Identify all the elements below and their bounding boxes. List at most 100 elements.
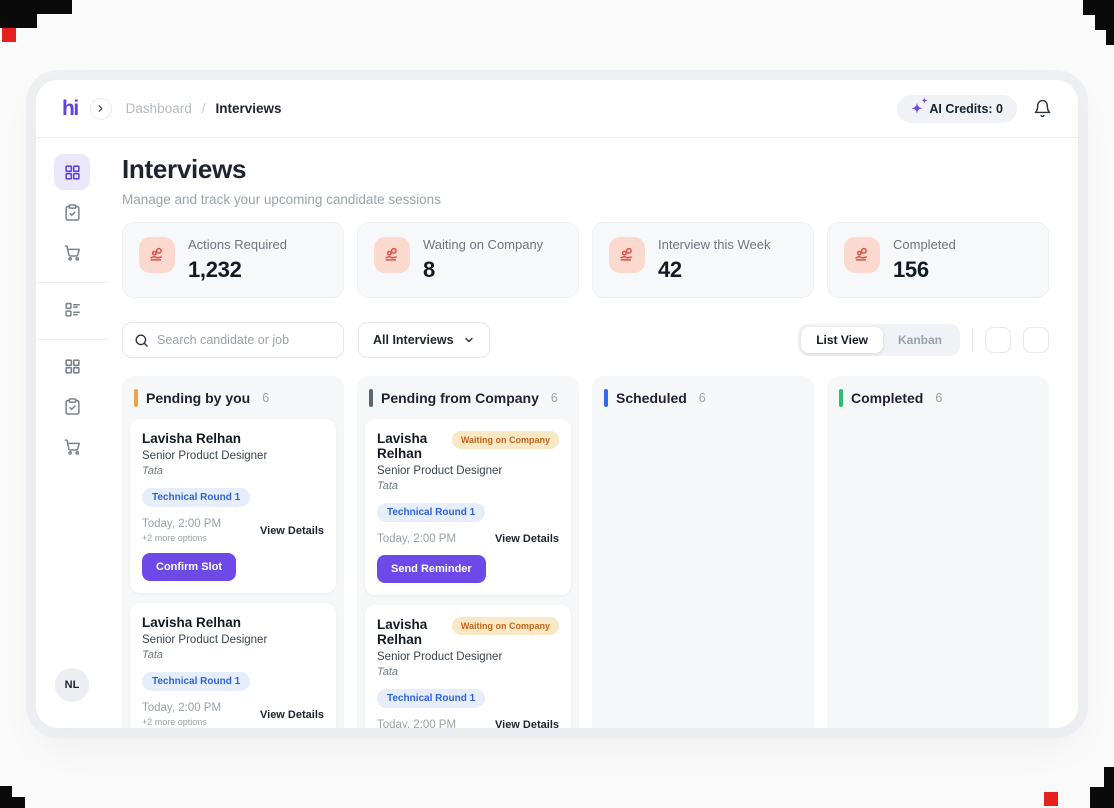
candidate-role: Senior Product Designer (377, 465, 503, 477)
search-input[interactable] (157, 333, 332, 347)
toolbar-divider (972, 328, 973, 352)
list-details-icon (63, 300, 82, 319)
status-badge: Waiting on Company (451, 617, 559, 635)
kanban-column: Scheduled 6 (592, 376, 814, 728)
column-accent-bar (839, 389, 843, 407)
stat-card: Completed 156 (827, 222, 1049, 298)
chevron-down-icon (463, 334, 475, 346)
candidate-name: Lavisha Relhan (377, 431, 428, 461)
sidebar-item-list[interactable] (54, 291, 90, 327)
clipboard-check-icon (63, 203, 82, 222)
toolbar: All Interviews List View Kanban (122, 322, 1049, 358)
sparkles-icon: ✦ ✦ (911, 98, 928, 116)
list-view-tab[interactable]: List View (801, 327, 883, 353)
hand-coins-icon (139, 237, 175, 273)
view-details-link[interactable]: View Details (260, 524, 324, 537)
stat-card: Actions Required 1,232 (122, 222, 344, 298)
stat-label: Actions Required (188, 237, 287, 252)
kanban-column: Pending by you 6 Lavisha Relhan Senior P… (122, 376, 344, 728)
interview-card: Lavisha Relhan Waiting on Company Senior… (365, 605, 571, 728)
toolbar-extra-button-2[interactable] (1023, 327, 1049, 353)
column-cards (827, 417, 1049, 427)
breadcrumb-current-page: Interviews (215, 101, 282, 116)
stat-value: 8 (423, 257, 435, 282)
column-count: 6 (550, 391, 558, 405)
round-badge: Technical Round 1 (142, 672, 251, 691)
column-count: 6 (262, 391, 270, 405)
user-avatar[interactable]: NL (55, 668, 89, 702)
page-title: Interviews (122, 154, 247, 184)
stat-label: Completed (893, 237, 956, 252)
view-toggle: List View Kanban (798, 324, 960, 356)
stat-value: 1,232 (188, 257, 242, 282)
round-badge: Technical Round 1 (377, 503, 486, 522)
hand-coins-icon (609, 237, 645, 273)
column-title: Scheduled (616, 390, 687, 406)
column-header: Pending by you 6 (122, 376, 344, 417)
candidate-company: Tata (142, 465, 164, 477)
clipboard-icon (63, 397, 82, 416)
hand-coins-icon (374, 237, 410, 273)
column-cards (592, 417, 814, 427)
kanban-view-tab[interactable]: Kanban (883, 327, 957, 353)
chevron-right-icon (95, 103, 106, 114)
top-header: hi Dashboard / Interviews ✦ ✦ AI Credits:… (36, 80, 1078, 138)
column-title: Pending from Company (381, 390, 539, 406)
stats-row: Actions Required 1,232 Waiting on Compan… (122, 222, 1049, 298)
kanban-board: Pending by you 6 Lavisha Relhan Senior P… (122, 376, 1049, 728)
ai-credits-badge[interactable]: ✦ ✦ AI Credits: 0 (897, 94, 1017, 123)
interview-card: Lavisha Relhan Waiting on Company Senior… (365, 419, 571, 595)
sidebar-divider (36, 339, 108, 340)
candidate-company: Tata (377, 480, 399, 492)
interview-time: Today, 2:00 PM (377, 533, 457, 545)
kanban-column: Completed 6 (827, 376, 1049, 728)
kanban-column: Pending from Company 6 Lavisha Relhan Wa… (357, 376, 579, 728)
column-cards: Lavisha Relhan Senior Product Designer T… (122, 417, 344, 728)
stat-card: Waiting on Company 8 (357, 222, 579, 298)
candidate-role: Senior Product Designer (142, 450, 268, 462)
toolbar-extra-button-1[interactable] (985, 327, 1011, 353)
sidebar-divider (36, 282, 108, 283)
sidebar-item-tasks[interactable] (54, 194, 90, 230)
candidate-name: Lavisha Relhan (142, 615, 242, 630)
card-action-button[interactable]: Send Reminder (377, 555, 486, 583)
view-details-link[interactable]: View Details (495, 533, 559, 545)
sidebar-item-clipboard-2[interactable] (54, 388, 90, 424)
sidebar-item-cart[interactable] (54, 234, 90, 270)
sidebar-item-grid-2[interactable] (54, 348, 90, 384)
stat-label: Interview this Week (658, 237, 771, 252)
column-cards: Lavisha Relhan Waiting on Company Senior… (357, 417, 579, 728)
view-details-link[interactable]: View Details (495, 719, 559, 728)
column-count: 6 (935, 391, 943, 405)
interview-card: Lavisha Relhan Senior Product Designer T… (130, 419, 336, 593)
interview-card: Lavisha Relhan Senior Product Designer T… (130, 603, 336, 728)
column-header: Scheduled 6 (592, 376, 814, 417)
notifications-button[interactable] (1033, 99, 1052, 118)
breadcrumb-dashboard-link[interactable]: Dashboard (125, 101, 192, 116)
search-box[interactable] (122, 322, 344, 358)
bell-icon (1033, 99, 1052, 118)
view-details-link[interactable]: View Details (260, 708, 324, 721)
card-action-button[interactable]: Confirm Slot (142, 553, 236, 581)
stat-value: 42 (658, 257, 682, 282)
main-content: Interviews Manage and track your upcomin… (108, 138, 1078, 728)
column-header: Completed 6 (827, 376, 1049, 417)
sidebar-collapse-button[interactable] (89, 97, 112, 120)
sidebar: NL (36, 138, 108, 728)
interview-time: Today, 2:00 PM (142, 518, 222, 530)
column-count: 6 (698, 391, 706, 405)
decor-red-square (1044, 792, 1058, 806)
header-actions: ✦ ✦ AI Credits: 0 (897, 94, 1052, 123)
column-title: Pending by you (146, 390, 251, 406)
view-controls: List View Kanban (798, 324, 1049, 356)
more-options-label: +2 more options (142, 533, 207, 543)
sidebar-item-dashboard[interactable] (54, 154, 90, 190)
hand-coins-icon (844, 237, 880, 273)
column-accent-bar (134, 389, 138, 407)
status-badge: Waiting on Company (451, 431, 559, 449)
column-header: Pending from Company 6 (357, 376, 579, 417)
round-badge: Technical Round 1 (142, 488, 251, 507)
interviews-filter-dropdown[interactable]: All Interviews (358, 322, 490, 358)
sidebar-item-cart-2[interactable] (54, 428, 90, 464)
column-title: Completed (851, 390, 924, 406)
